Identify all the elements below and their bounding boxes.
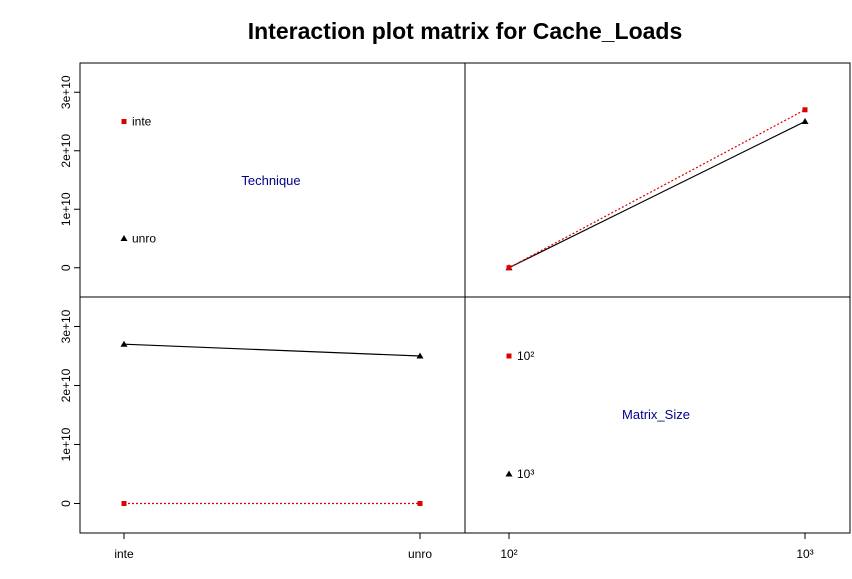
x-axis-left: inte unro bbox=[114, 532, 432, 561]
y-tick-label: 0 bbox=[59, 264, 73, 271]
diagonal-label-technique: Technique bbox=[241, 173, 300, 188]
y-axis-top: 0 1e+10 2e+10 3e+10 bbox=[59, 75, 81, 271]
data-point bbox=[416, 352, 424, 359]
legend-marker bbox=[121, 119, 127, 124]
y-axis-bottom: 0 1e+10 2e+10 3e+10 bbox=[59, 309, 81, 507]
chart-title: Interaction plot matrix for Cache_Loads bbox=[248, 18, 683, 44]
legend-marker bbox=[120, 235, 128, 241]
series-line bbox=[123, 343, 421, 357]
data-point bbox=[121, 501, 127, 506]
series-line bbox=[508, 120, 806, 269]
y-tick-label: 2e+10 bbox=[59, 134, 73, 168]
panel-top-left: inte unro bbox=[120, 115, 156, 246]
x-tick-label: inte bbox=[114, 547, 134, 561]
data-point bbox=[506, 265, 512, 271]
x-tick-label: 10³ bbox=[796, 547, 813, 561]
panel-bottom-right: 10² 10³ bbox=[505, 349, 534, 481]
x-tick-label: 10² bbox=[500, 547, 517, 561]
panel-bottom-left bbox=[120, 340, 424, 506]
y-tick-label: 3e+10 bbox=[59, 75, 73, 109]
data-point bbox=[417, 501, 423, 506]
legend-label: inte bbox=[132, 115, 152, 129]
legend-label: 10³ bbox=[517, 467, 534, 481]
panel-top-right bbox=[505, 107, 809, 271]
legend-marker bbox=[505, 470, 513, 477]
data-point bbox=[120, 340, 128, 347]
data-point bbox=[802, 107, 808, 113]
legend-marker bbox=[506, 353, 512, 359]
y-tick-label: 1e+10 bbox=[59, 427, 73, 461]
y-tick-label: 0 bbox=[59, 500, 73, 507]
data-point bbox=[801, 118, 809, 124]
y-tick-label: 3e+10 bbox=[59, 309, 73, 343]
legend-label: unro bbox=[132, 232, 156, 246]
x-tick-label: unro bbox=[408, 547, 432, 561]
legend-label: 10² bbox=[517, 349, 534, 363]
diagonal-label-matrix-size: Matrix_Size bbox=[622, 407, 690, 422]
y-tick-label: 2e+10 bbox=[59, 368, 73, 402]
series-line bbox=[508, 109, 806, 269]
x-axis-right: 10² 10³ bbox=[500, 532, 814, 561]
y-tick-label: 1e+10 bbox=[59, 192, 73, 226]
